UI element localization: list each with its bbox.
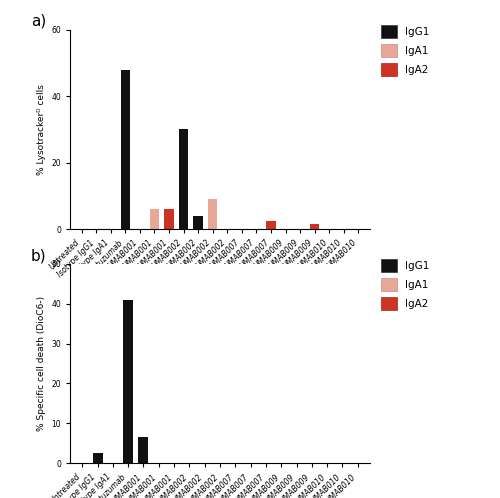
Text: b): b) [31, 248, 46, 263]
Bar [120, 70, 130, 229]
Legend: IgG1, IgA1, IgA2: IgG1, IgA1, IgA2 [381, 259, 430, 310]
Bar [208, 199, 218, 229]
Bar [150, 209, 159, 229]
Bar [123, 300, 133, 463]
Bar [310, 224, 320, 229]
Y-axis label: % Lysotrackerᴰ cells: % Lysotrackerᴰ cells [36, 84, 46, 175]
Legend: IgG1, IgA1, IgA2: IgG1, IgA1, IgA2 [381, 25, 430, 76]
Y-axis label: % Specific cell death (DioC6-): % Specific cell death (DioC6-) [36, 296, 46, 431]
Bar [164, 209, 174, 229]
Bar [138, 437, 148, 463]
Bar [92, 453, 102, 463]
Bar [179, 129, 188, 229]
Bar [266, 221, 276, 229]
Bar [194, 216, 203, 229]
Text: a): a) [31, 14, 46, 29]
